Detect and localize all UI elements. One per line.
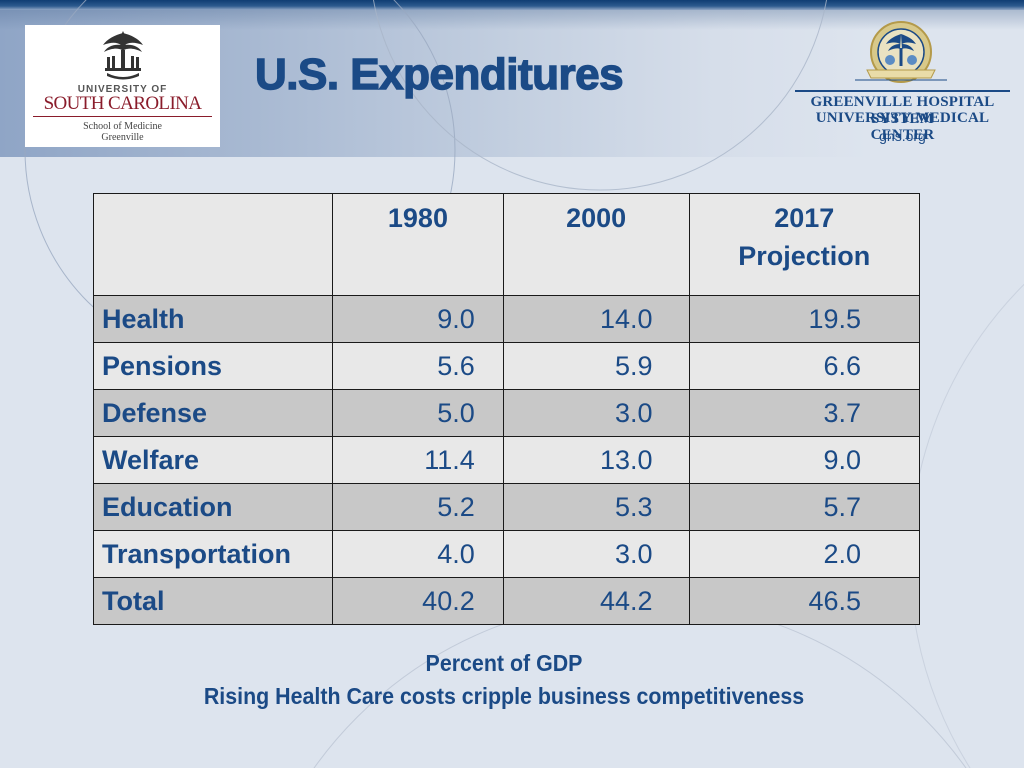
row-label: Education [92,483,334,531]
table-header-row: 1980 2000 2017 Projection [92,193,921,296]
header-2017-projection-label: Projection [738,241,871,271]
row-label: Transportation [92,530,334,578]
row-label: Health [92,295,334,343]
row-label: Welfare [92,436,334,484]
usc-school-of-medicine-text: School of Medicine [83,121,162,132]
header-1980: 1980 [332,193,504,296]
cell-2000: 44.2 [502,577,690,625]
top-bar [0,0,1024,10]
ghs-url-text: ghs.org [879,128,926,144]
header-blank [92,193,334,296]
cell-2017: 6.6 [688,342,921,390]
table-row-total: Total 40.2 44.2 46.5 [92,577,921,625]
ghs-logo: GREENVILLE HOSPITAL SYSTEM UNIVERSITY ME… [785,20,1020,150]
cell-1980: 4.0 [332,530,504,578]
cell-2000: 5.3 [502,483,690,531]
ghs-divider [795,90,1010,92]
cell-2017: 5.7 [688,483,921,531]
header-2017-projection: 2017 Projection [688,193,921,296]
cell-2000: 3.0 [502,530,690,578]
cell-2017: 3.7 [688,389,921,437]
cell-1980: 9.0 [332,295,504,343]
header-2017-year: 2017 [774,203,835,233]
header-2000: 2000 [502,193,690,296]
usc-greenville-text: Greenville [101,132,144,143]
cell-2000: 14.0 [502,295,690,343]
table-row: Defense 5.0 3.0 3.7 [92,389,921,437]
cell-2017: 2.0 [688,530,921,578]
row-label: Defense [92,389,334,437]
usc-school-of-medicine-logo: UNIVERSITY OF SOUTH CAROLINA School of M… [25,25,220,147]
caption-units: Percent of GDP [425,650,583,676]
table-row: Education 5.2 5.3 5.7 [92,483,921,531]
cell-2000: 5.9 [502,342,690,390]
cell-2000: 3.0 [502,389,690,437]
ghs-name-text: GREENVILLE HOSPITAL SYSTEM [810,94,995,127]
row-label: Pensions [92,342,334,390]
table-row: Transportation 4.0 3.0 2.0 [92,530,921,578]
cell-2017: 19.5 [688,295,921,343]
usc-university-of-text: UNIVERSITY OF [77,84,168,95]
cell-1980: 5.0 [332,389,504,437]
usc-south-carolina-text: SOUTH CAROLINA [43,93,202,114]
row-label: Total [92,577,334,625]
cell-1980: 40.2 [332,577,504,625]
palmetto-tree-emblem-icon [103,31,143,80]
ghs-subtitle-text: UNIVERSITY MEDICAL CENTER [815,110,990,143]
usc-divider [33,116,212,117]
cell-1980: 5.6 [332,342,504,390]
table-row: Welfare 11.4 13.0 9.0 [92,436,921,484]
cell-2000: 13.0 [502,436,690,484]
expenditures-table: 1980 2000 2017 Projection Health 9.0 14.… [92,193,921,625]
decorative-arc [909,283,1024,768]
cell-2017: 46.5 [688,577,921,625]
cell-2017: 9.0 [688,436,921,484]
cell-1980: 5.2 [332,483,504,531]
slide-title: U.S. Expenditures [254,49,624,99]
cell-1980: 11.4 [332,436,504,484]
table-row: Pensions 5.6 5.9 6.6 [92,342,921,390]
table-row: Health 9.0 14.0 19.5 [92,295,921,343]
caption-takeaway: Rising Health Care costs cripple busines… [203,683,805,709]
palmetto-seal-emblem-icon [855,21,947,83]
